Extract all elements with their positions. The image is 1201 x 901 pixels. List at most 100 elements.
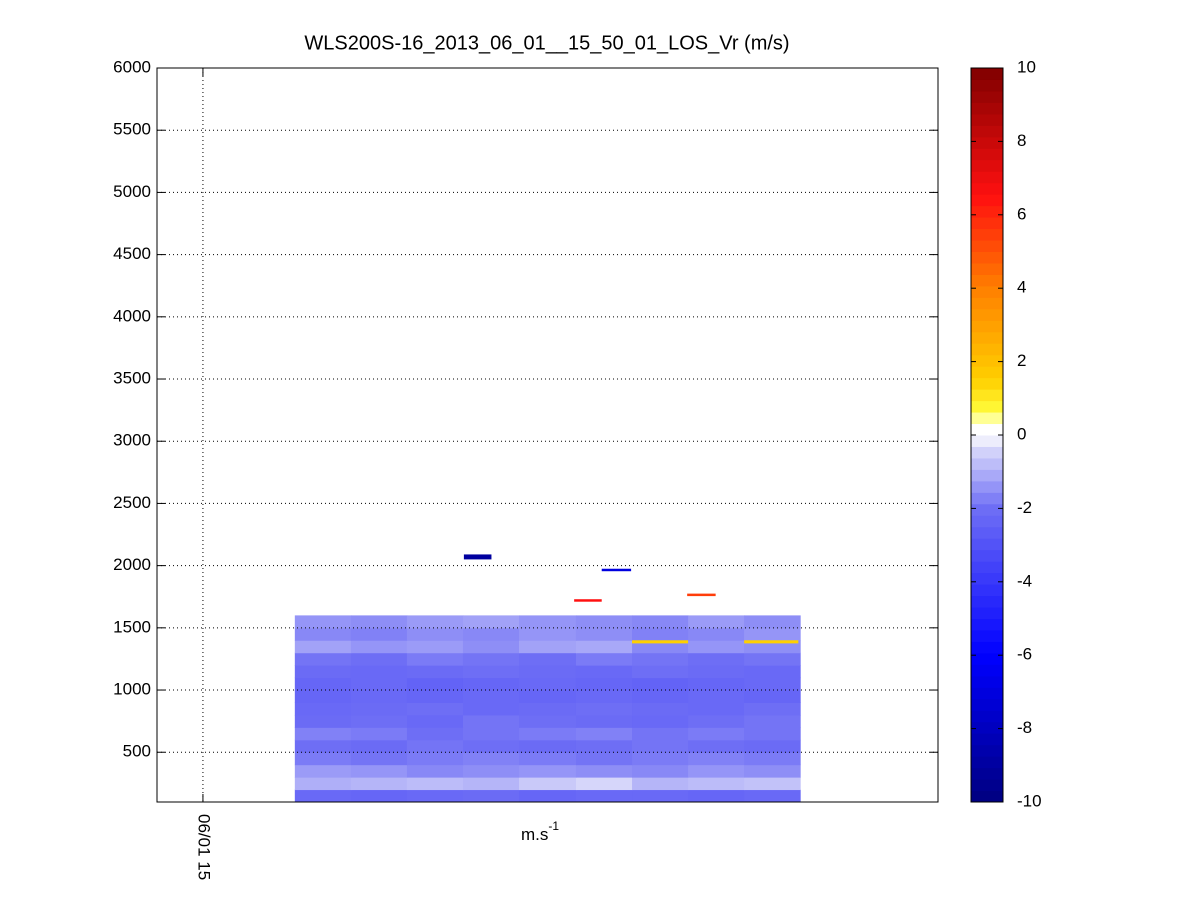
heatmap-cell [575,777,633,791]
heatmap-cell [575,690,633,703]
colorbar-step [971,331,1003,344]
colorbar-step [971,675,1003,688]
colorbar-step [971,400,1003,413]
colorbar-step [971,262,1003,275]
colorbar-tick-label: -4 [1017,571,1032,590]
heatmap-cell [350,640,408,654]
heatmap-cell [294,615,352,629]
colorbar-step [971,90,1003,103]
heatmap-cell [294,739,352,753]
heatmap-cell [744,789,801,803]
heatmap-cell [406,652,464,666]
heatmap-cell [688,752,745,766]
heatmap-cell [632,652,689,666]
heatmap-cell [350,789,408,803]
colorbar-step [971,217,1003,230]
heatmap-cell [744,615,801,629]
heatmap-cell [294,652,352,666]
colorbar-step [971,607,1003,619]
colorbar-step [971,503,1003,516]
colorbar-step [971,240,1003,252]
heatmap-cell [575,764,633,778]
heatmap-cell [350,727,408,741]
heatmap-cell [744,752,801,766]
y-tick-label: 4000 [113,306,151,325]
heatmap-cell [688,764,745,778]
colorbar-step [971,79,1003,92]
y-tick-label: 500 [123,742,151,761]
heatmap-cell [744,777,801,791]
heatmap-cell [632,777,689,791]
heatmap-cell [350,752,408,766]
heatmap-cell [575,702,633,716]
colorbar-step [971,561,1003,574]
heatmap-cell [744,702,801,716]
heatmap-cell [462,752,520,766]
heatmap-cell [406,627,464,641]
heatmap-cell [406,789,464,803]
colorbar-tick-label: 4 [1017,278,1026,297]
heatmap-cell [462,627,520,641]
heatmap-segment [744,640,799,644]
heatmap-cell [350,702,408,716]
colorbar-step [971,102,1003,115]
heatmap-cell [294,677,352,691]
colorbar-step [971,377,1003,390]
heatmap-cell [406,764,464,778]
heatmap-cell [688,727,745,741]
colorbar-step [971,389,1003,402]
heatmap-cell [744,727,801,741]
colorbar-tick-label: 8 [1017,131,1026,150]
heatmap-cell [632,739,689,753]
heatmap-segment [574,599,602,602]
heatmap-cell [744,677,801,691]
y-tick-label: 5500 [113,120,151,139]
colorbar-step [971,251,1003,264]
heatmap-cell [462,764,520,778]
colorbar-step [971,366,1003,379]
heatmap-cell [462,665,520,679]
heatmap-cell [744,690,801,703]
heatmap-cell [744,739,801,753]
heatmap-cell [350,627,408,641]
heatmap-cell [632,789,689,803]
heatmap-segment [632,640,689,644]
heatmap-cell [462,677,520,691]
heatmap-segment [463,554,492,560]
heatmap-cell [294,789,352,803]
heatmap-cell [519,665,577,679]
heatmap-segment [601,568,632,572]
y-tick-label: 6000 [113,57,151,76]
colorbar-step [971,457,1003,470]
colorbar-step [971,205,1003,218]
heatmap-cell [632,727,689,741]
y-tick-label: 4500 [113,244,151,263]
heatmap-cell [688,714,745,728]
heatmap-cell [688,702,745,716]
heatmap-cell [519,652,577,666]
colorbar-step [971,687,1003,700]
heatmap-cell [294,690,352,703]
heatmap-cell [294,752,352,766]
heatmap-cell [350,615,408,629]
colorbar-step [971,779,1003,792]
colorbar-step [971,480,1003,493]
heatmap-cell [575,677,633,691]
heatmap-cell [632,702,689,716]
heatmap-cell [688,777,745,791]
heatmap-cell [462,652,520,666]
colorbar-step [971,159,1003,172]
heatmap-cell [406,677,464,691]
heatmap-cell [575,640,633,654]
colorbar-tick-label: -10 [1017,791,1042,810]
heatmap-cell [744,652,801,666]
heatmap-cell [744,665,801,679]
heatmap-cell [575,727,633,741]
colorbar-step [971,228,1003,241]
heatmap-cell [688,652,745,666]
heatmap-cell [519,690,577,703]
heatmap-cell [632,690,689,703]
y-tick-label: 3000 [113,431,151,450]
